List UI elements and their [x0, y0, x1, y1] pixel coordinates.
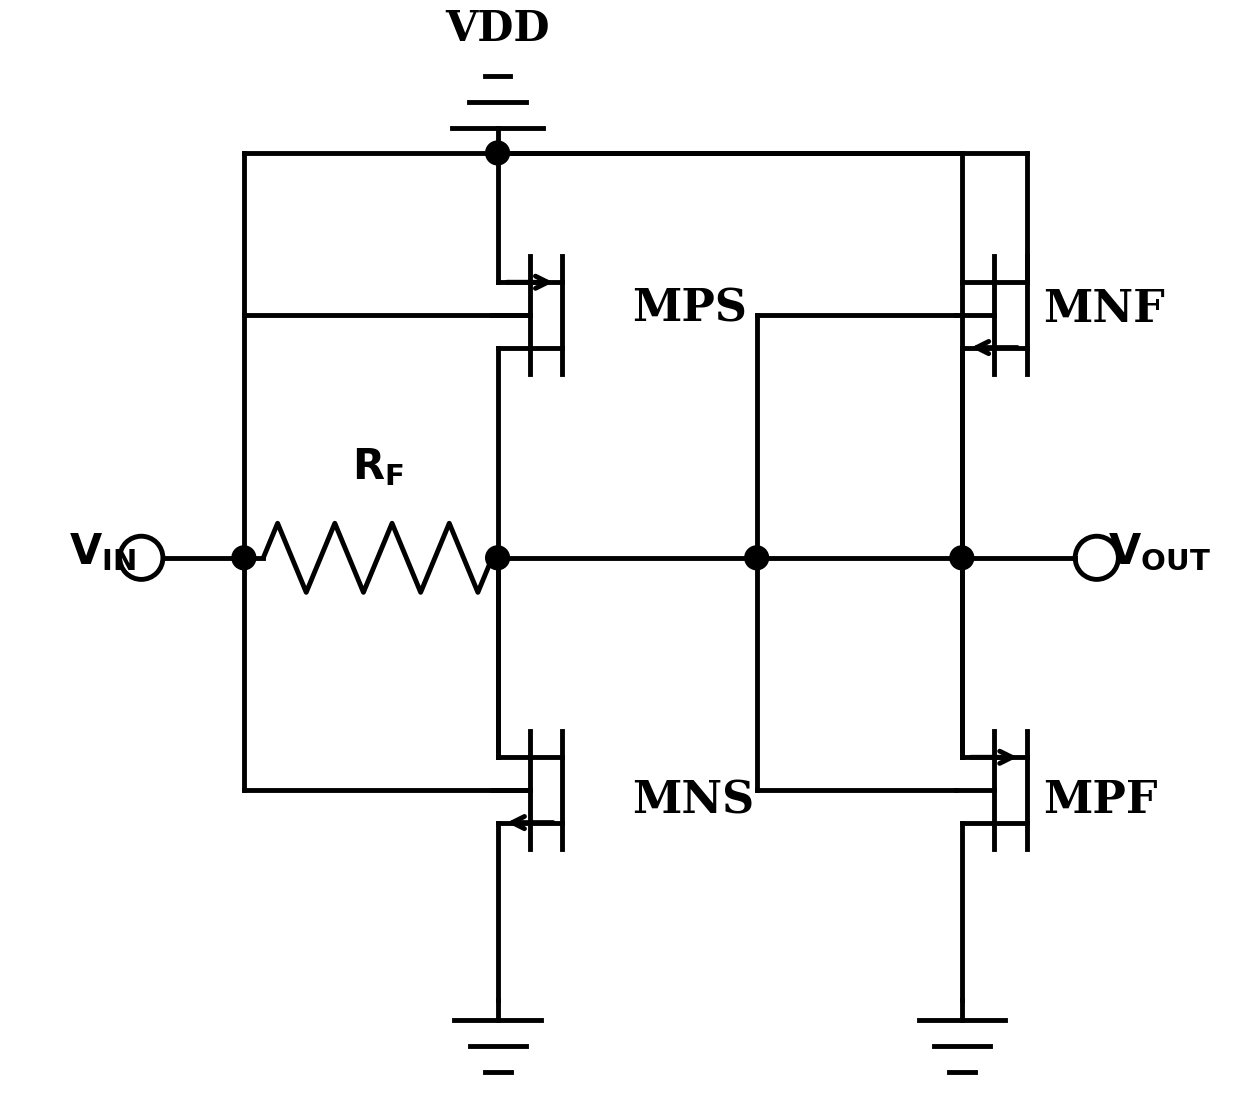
Circle shape: [232, 546, 255, 569]
Text: MPF: MPF: [1043, 779, 1157, 822]
Circle shape: [486, 141, 510, 165]
Circle shape: [950, 546, 973, 569]
Text: VDD: VDD: [445, 9, 549, 51]
Text: $\mathbf{R_F}$: $\mathbf{R_F}$: [352, 445, 404, 488]
Circle shape: [745, 546, 769, 569]
Text: MPS: MPS: [632, 288, 748, 331]
Text: $\mathbf{V_{OUT}}$: $\mathbf{V_{OUT}}$: [1107, 532, 1210, 574]
Circle shape: [486, 546, 510, 569]
Text: MNS: MNS: [632, 779, 755, 822]
Text: $\mathbf{V_{IN}}$: $\mathbf{V_{IN}}$: [69, 532, 136, 574]
Text: MNF: MNF: [1043, 288, 1164, 331]
